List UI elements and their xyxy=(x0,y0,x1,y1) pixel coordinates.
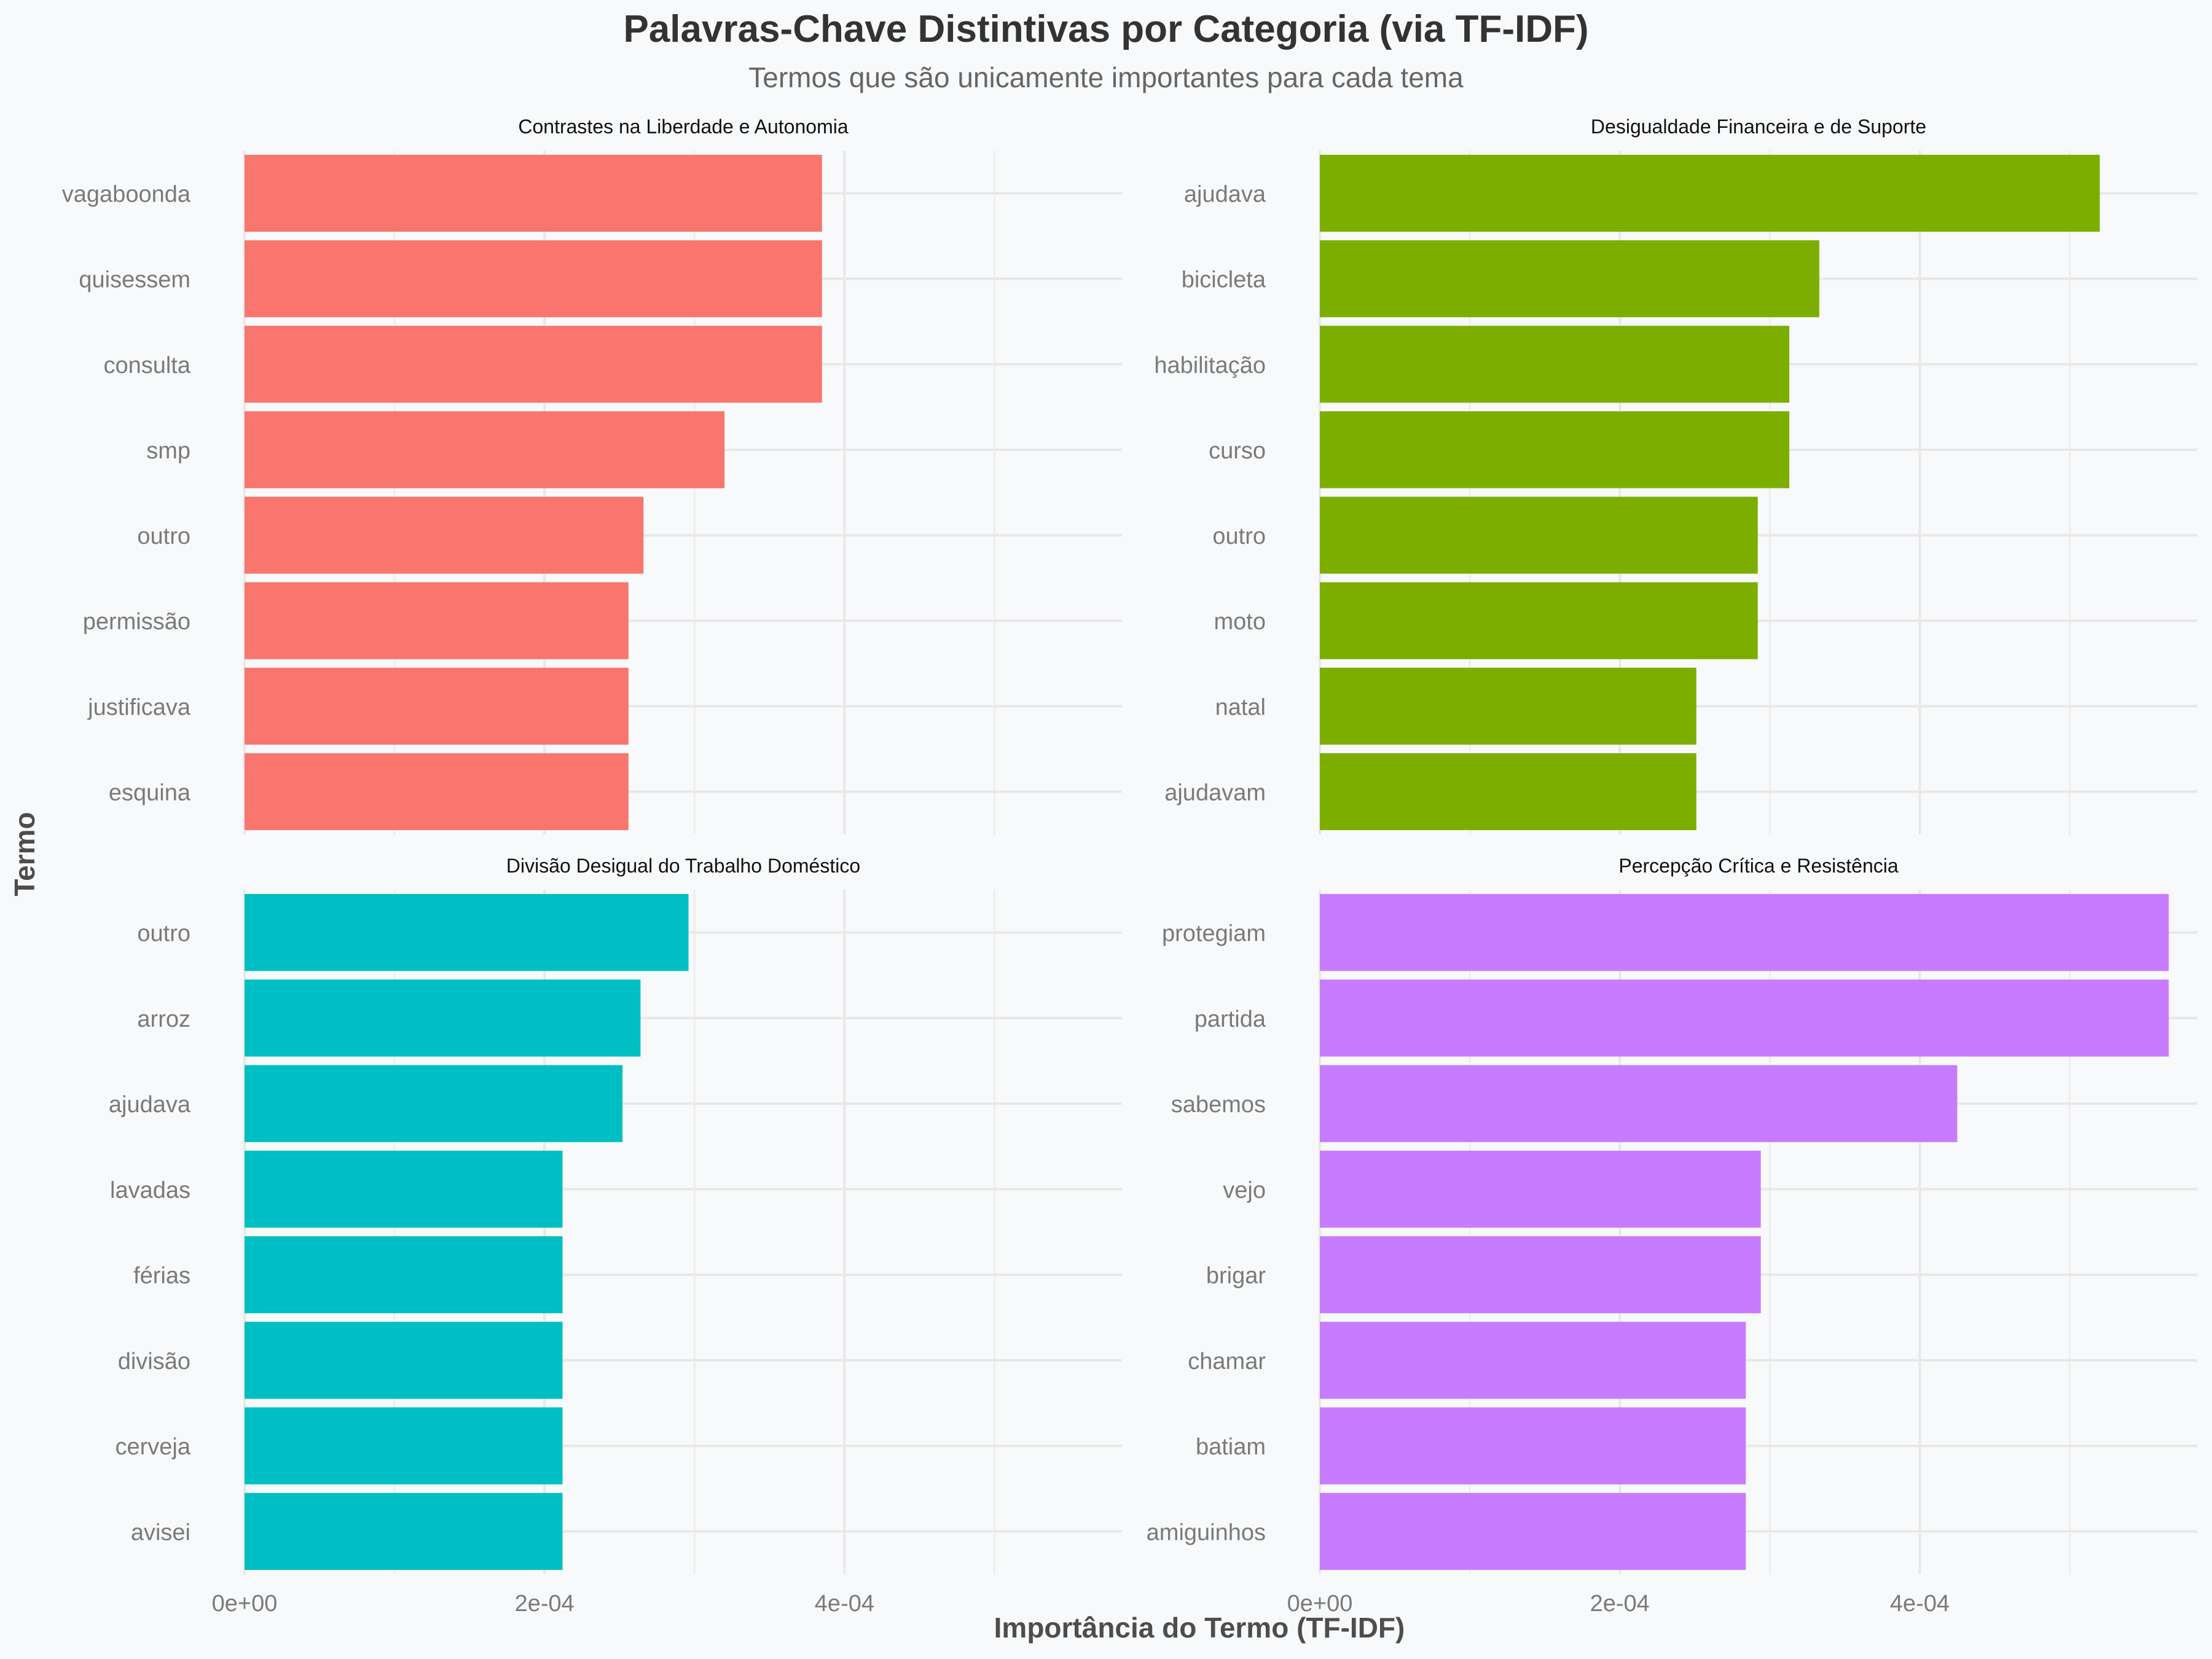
y-tick-label: cerveja xyxy=(116,1434,191,1460)
y-axis-title: Termo xyxy=(9,812,41,896)
bar xyxy=(245,1322,563,1399)
bar xyxy=(1320,1236,1761,1314)
bar xyxy=(1320,1407,1746,1484)
y-tick-label: curso xyxy=(1209,438,1266,464)
y-tick-label: brigar xyxy=(1206,1263,1266,1289)
bar xyxy=(245,240,822,318)
bar xyxy=(245,979,641,1057)
y-tick-label: ajudavam xyxy=(1164,780,1266,806)
bar xyxy=(1320,1150,1761,1228)
y-tick-label: outro xyxy=(137,921,190,947)
bar xyxy=(245,582,629,659)
bar xyxy=(245,154,822,232)
bar xyxy=(245,411,725,488)
y-tick-label: consulta xyxy=(103,353,190,378)
x-tick-label: 4e-04 xyxy=(1890,1591,1950,1617)
y-tick-label: férias xyxy=(133,1263,190,1289)
y-tick-label: vagaboonda xyxy=(62,182,191,208)
bar xyxy=(245,753,629,831)
bar xyxy=(1320,496,1758,574)
bar xyxy=(1320,753,1696,831)
y-tick-label: partida xyxy=(1194,1006,1266,1032)
y-tick-label: justificava xyxy=(87,694,191,720)
x-tick-label: 4e-04 xyxy=(815,1591,874,1617)
y-tick-label: amiguinhos xyxy=(1147,1520,1266,1545)
bar xyxy=(1320,1322,1746,1399)
facet-panel: Divisão Desigual do Trabalho Doméstico ou… xyxy=(109,855,1122,1617)
x-tick-label: 0e+00 xyxy=(1287,1591,1353,1617)
bar xyxy=(1320,154,2100,232)
bar xyxy=(245,1150,563,1228)
y-tick-label: chamar xyxy=(1188,1349,1266,1375)
chart-title: Palavras-Chave Distintivas por Categoria… xyxy=(623,8,1588,50)
bar xyxy=(1320,240,1819,318)
facet-panel: Desigualdade Financeira e de Suporte ajud… xyxy=(1154,116,2197,834)
y-tick-label: arroz xyxy=(137,1006,190,1032)
y-tick-label: permissão xyxy=(83,609,190,635)
y-tick-label: ajudava xyxy=(109,1092,191,1118)
y-tick-label: natal xyxy=(1215,694,1266,720)
y-tick-label: lavadas xyxy=(110,1177,190,1203)
y-tick-label: sabemos xyxy=(1171,1092,1266,1118)
y-tick-label: bicicleta xyxy=(1182,267,1266,293)
y-tick-label: habilitação xyxy=(1154,353,1266,378)
bar xyxy=(245,1407,563,1484)
facets: Contrastes na Liberdade e Autonomia vagab… xyxy=(62,116,2197,1617)
bar xyxy=(245,667,629,745)
facet-title: Desigualdade Financeira e de Suporte xyxy=(1591,116,1926,138)
facet-panel: Contrastes na Liberdade e Autonomia vagab… xyxy=(62,116,1122,834)
x-tick-label: 2e-04 xyxy=(1590,1591,1650,1617)
bar xyxy=(1320,893,2169,971)
y-tick-label: divisão xyxy=(118,1349,190,1375)
bar xyxy=(1320,667,1696,745)
bar xyxy=(245,1065,623,1142)
y-tick-label: batiam xyxy=(1196,1434,1266,1460)
facet-title: Percepção Crítica e Resistência xyxy=(1618,855,1899,877)
bar xyxy=(1320,411,1790,488)
x-tick-label: 2e-04 xyxy=(515,1591,575,1617)
y-tick-label: quisessem xyxy=(79,267,190,293)
y-tick-label: smp xyxy=(146,438,190,464)
y-tick-label: outro xyxy=(137,524,190,549)
facet-panel: Percepção Crítica e Resistência protegiam… xyxy=(1147,855,2197,1617)
y-tick-label: esquina xyxy=(109,780,191,806)
bar xyxy=(1320,1065,1958,1142)
y-tick-label: vejo xyxy=(1223,1177,1266,1203)
bar xyxy=(245,1236,563,1314)
y-tick-label: moto xyxy=(1214,609,1266,635)
bar xyxy=(245,496,644,574)
facet-title: Divisão Desigual do Trabalho Doméstico xyxy=(506,855,860,877)
facet-title: Contrastes na Liberdade e Autonomia xyxy=(518,116,848,138)
bar xyxy=(1320,1492,1746,1571)
bar xyxy=(245,893,689,971)
bar xyxy=(245,1492,563,1571)
bar xyxy=(1320,582,1758,659)
y-tick-label: ajudava xyxy=(1184,182,1266,208)
bar xyxy=(245,326,822,403)
bar xyxy=(1320,326,1790,403)
x-tick-label: 0e+00 xyxy=(212,1591,278,1617)
x-axis-title: Importância do Termo (TF-IDF) xyxy=(994,1612,1405,1644)
y-tick-label: avisei xyxy=(131,1520,190,1545)
bar xyxy=(1320,979,2169,1057)
y-tick-label: outro xyxy=(1212,524,1266,549)
y-tick-label: protegiam xyxy=(1162,921,1266,947)
chart-subtitle: Termos que são unicamente importantes pa… xyxy=(748,61,1464,93)
